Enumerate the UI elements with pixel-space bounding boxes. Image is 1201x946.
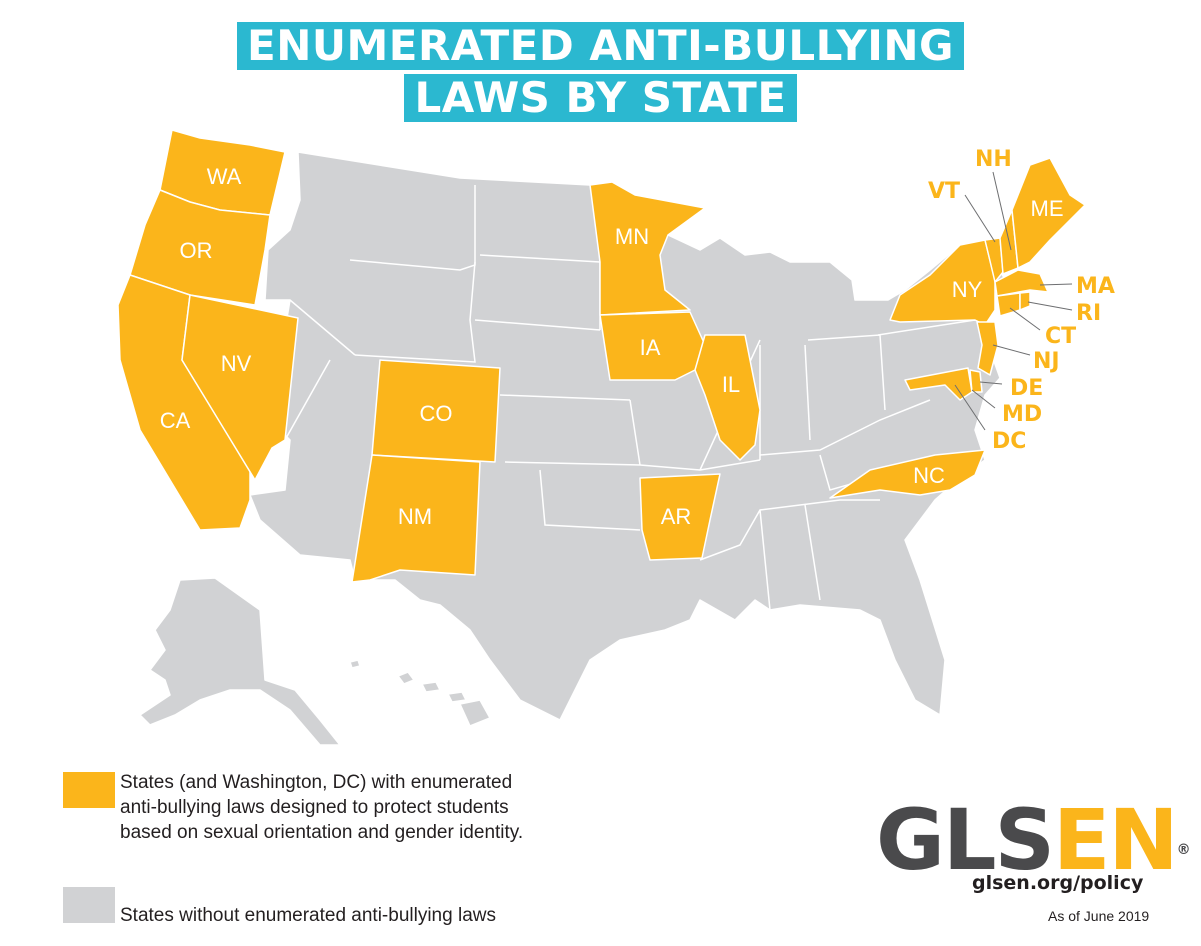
state-ri (1019, 291, 1031, 311)
label-vt: VT (928, 179, 960, 204)
label-il: IL (722, 372, 740, 397)
label-ct: CT (1045, 324, 1076, 349)
label-me: ME (1031, 196, 1064, 221)
legend-swatch-without-laws (63, 887, 115, 923)
label-nj: NJ (1033, 349, 1060, 374)
label-md: MD (1002, 402, 1042, 427)
state-mn (589, 181, 706, 316)
logo-text-part2: EN (1052, 791, 1179, 889)
state-nm (351, 454, 481, 583)
label-ri: RI (1076, 301, 1101, 326)
label-nm: NM (398, 504, 432, 529)
legend-text-without-laws: States without enumerated anti-bullying … (120, 905, 496, 926)
state-nj (976, 321, 999, 376)
hawaii-1 (397, 671, 415, 685)
label-nc: NC (913, 463, 945, 488)
glsen-logo: GLSEN® (876, 795, 1191, 885)
logo-text-part1: GLS (876, 791, 1055, 889)
policy-url: glsen.org/policy (972, 872, 1144, 894)
alaska (139, 577, 341, 746)
state-nv (181, 294, 299, 481)
hawaii-4 (459, 699, 491, 727)
label-ny: NY (952, 277, 983, 302)
label-ma: MA (1076, 274, 1115, 299)
label-dc: DC (992, 429, 1026, 454)
label-wa: WA (207, 164, 242, 189)
hawaii-2 (421, 681, 441, 693)
legend-swatch-with-laws (63, 772, 115, 808)
label-nh: NH (975, 147, 1012, 172)
state-me (1011, 157, 1086, 269)
legend-text-with-laws: States (and Washington, DC) with enumera… (120, 772, 524, 843)
as-of-date: As of June 2019 (1048, 908, 1150, 924)
label-ar: AR (661, 504, 692, 529)
callout-lines (954, 171, 1073, 431)
label-ca: CA (160, 408, 191, 433)
label-or: OR (180, 238, 213, 263)
hawaii-5 (349, 659, 361, 669)
label-co: CO (420, 401, 453, 426)
state-nc (829, 449, 986, 499)
state-or (129, 189, 271, 306)
state-il (694, 334, 761, 461)
map-title-line-1: ENUMERATED ANTI-BULLYING (237, 22, 964, 70)
state-md (904, 367, 973, 401)
label-ia: IA (640, 335, 661, 360)
hawaii-3 (447, 691, 467, 703)
map-title-line-2: LAWS BY STATE (404, 74, 797, 122)
label-nv: NV (221, 351, 252, 376)
title-line-1-band: ENUMERATED ANTI-BULLYING (0, 22, 1201, 70)
label-de: DE (1010, 376, 1043, 401)
logo-registered-mark: ® (1176, 842, 1191, 858)
title-line-2-band: LAWS BY STATE (0, 74, 1201, 122)
label-mn: MN (615, 224, 649, 249)
state-ar (639, 473, 721, 561)
state-co (371, 359, 501, 463)
